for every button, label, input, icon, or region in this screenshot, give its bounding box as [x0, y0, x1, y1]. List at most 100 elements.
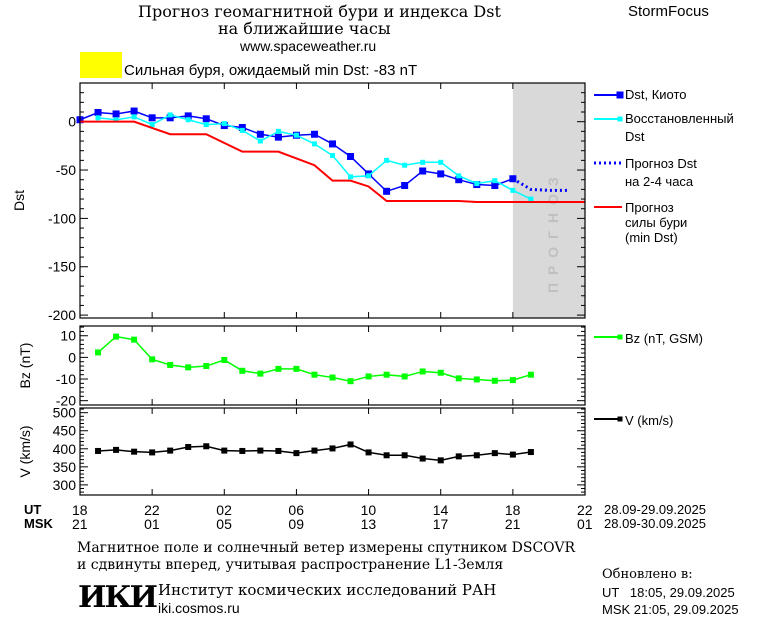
series-line	[80, 120, 585, 203]
data-point	[113, 117, 119, 123]
title-line1: Прогноз геомагнитной бури и индекса Dst	[138, 2, 501, 21]
data-point	[437, 457, 444, 464]
title-line2: на ближайшие часы	[218, 19, 391, 38]
legend-dst-kyoto: Dst, Киото	[625, 87, 687, 102]
y-tick-label: -20	[56, 393, 76, 409]
data-point	[455, 453, 462, 460]
institute-url[interactable]: iki.cosmos.ru	[158, 600, 240, 616]
data-point	[113, 333, 120, 340]
data-point	[310, 130, 318, 138]
data-point	[401, 452, 408, 459]
data-point	[402, 162, 408, 168]
ut-tick-label: 22	[577, 502, 593, 518]
updated-label: Обновлено в:	[602, 567, 693, 582]
data-point	[239, 447, 246, 454]
legend-storm-1: Прогноз	[625, 200, 674, 215]
msk-label: MSK	[24, 516, 53, 531]
data-point	[149, 449, 156, 456]
ut-tick-label: 22	[144, 502, 160, 518]
data-point	[167, 447, 174, 454]
data-point	[311, 141, 317, 147]
data-point	[130, 107, 138, 115]
data-point	[238, 123, 246, 131]
data-point	[185, 364, 192, 371]
data-point	[256, 130, 264, 138]
data-point	[456, 173, 462, 179]
data-point	[492, 178, 498, 184]
data-point	[455, 375, 462, 382]
data-point	[239, 127, 245, 133]
y-axis-label: Bz (nT)	[17, 343, 33, 389]
legend-restored-1: Восстановленный	[625, 111, 734, 126]
data-point	[113, 446, 120, 453]
data-point	[131, 114, 137, 120]
storm-status: Сильная буря, ожидаемый min Dst: -83 nT	[124, 62, 418, 79]
data-point	[293, 132, 299, 138]
data-point	[203, 122, 209, 128]
data-point	[419, 455, 426, 462]
data-point	[527, 371, 534, 378]
forecast-region	[512, 83, 585, 318]
series-line	[79, 110, 514, 193]
data-point	[95, 115, 101, 121]
brand-label: StormFocus	[628, 3, 709, 20]
msk-date-range: 28.09-30.09.2025	[604, 516, 706, 531]
data-point	[366, 173, 372, 179]
data-point	[419, 167, 427, 175]
source-url[interactable]: www.spaceweather.ru	[240, 38, 377, 54]
data-point	[473, 376, 480, 383]
legend-storm-3: (min Dst)	[625, 230, 678, 245]
data-point	[474, 181, 480, 187]
data-point	[167, 112, 173, 118]
series-line	[97, 114, 532, 200]
data-point	[95, 349, 102, 356]
y-tick-label: 0	[68, 114, 76, 130]
data-point	[275, 365, 282, 372]
y-tick-label: 10	[60, 328, 76, 344]
plot-frame	[79, 82, 586, 319]
data-point	[347, 152, 355, 160]
legend-marker	[617, 116, 623, 122]
data-point	[185, 117, 191, 123]
y-tick-label: -150	[48, 259, 76, 275]
data-point	[203, 443, 210, 450]
ut-tick-label: 02	[216, 502, 232, 518]
plot-frame	[79, 325, 586, 406]
data-point	[437, 170, 445, 178]
data-point	[365, 373, 372, 380]
ut-tick-label: 18	[504, 502, 521, 518]
data-point	[166, 114, 174, 122]
data-point	[274, 133, 282, 141]
legend-marker	[617, 334, 623, 340]
data-point	[509, 377, 516, 384]
data-point	[491, 377, 498, 384]
data-point	[202, 115, 210, 123]
data-point	[112, 110, 120, 118]
y-tick-label: -10	[56, 371, 76, 387]
data-point	[149, 356, 156, 363]
ut-date-range: 28.09-29.09.2025	[604, 502, 706, 517]
data-point	[293, 365, 300, 372]
storm-level-swatch	[80, 52, 122, 78]
y-tick-label: 300	[53, 477, 77, 493]
data-point	[311, 447, 318, 454]
y-tick-label: 350	[53, 459, 77, 475]
data-point	[473, 452, 480, 459]
data-point	[293, 450, 300, 457]
data-point	[184, 112, 192, 120]
data-point	[257, 138, 263, 144]
updated-ut: UT 18:05, 29.09.2025	[602, 585, 735, 600]
msk-tick-label: 21	[72, 516, 88, 532]
data-point	[420, 159, 426, 165]
data-point	[348, 174, 354, 180]
data-point	[221, 356, 228, 363]
note-line2: и сдвинуты вперед, учитывая распростране…	[77, 557, 504, 573]
data-point	[221, 121, 227, 127]
data-point	[221, 447, 228, 454]
data-point	[329, 374, 336, 381]
iki-logo: ИКИ	[78, 580, 158, 615]
data-point	[455, 176, 463, 184]
legend-forecast-2: на 2-4 часа	[625, 174, 694, 189]
data-point	[131, 448, 138, 455]
legend-marker	[617, 416, 623, 422]
